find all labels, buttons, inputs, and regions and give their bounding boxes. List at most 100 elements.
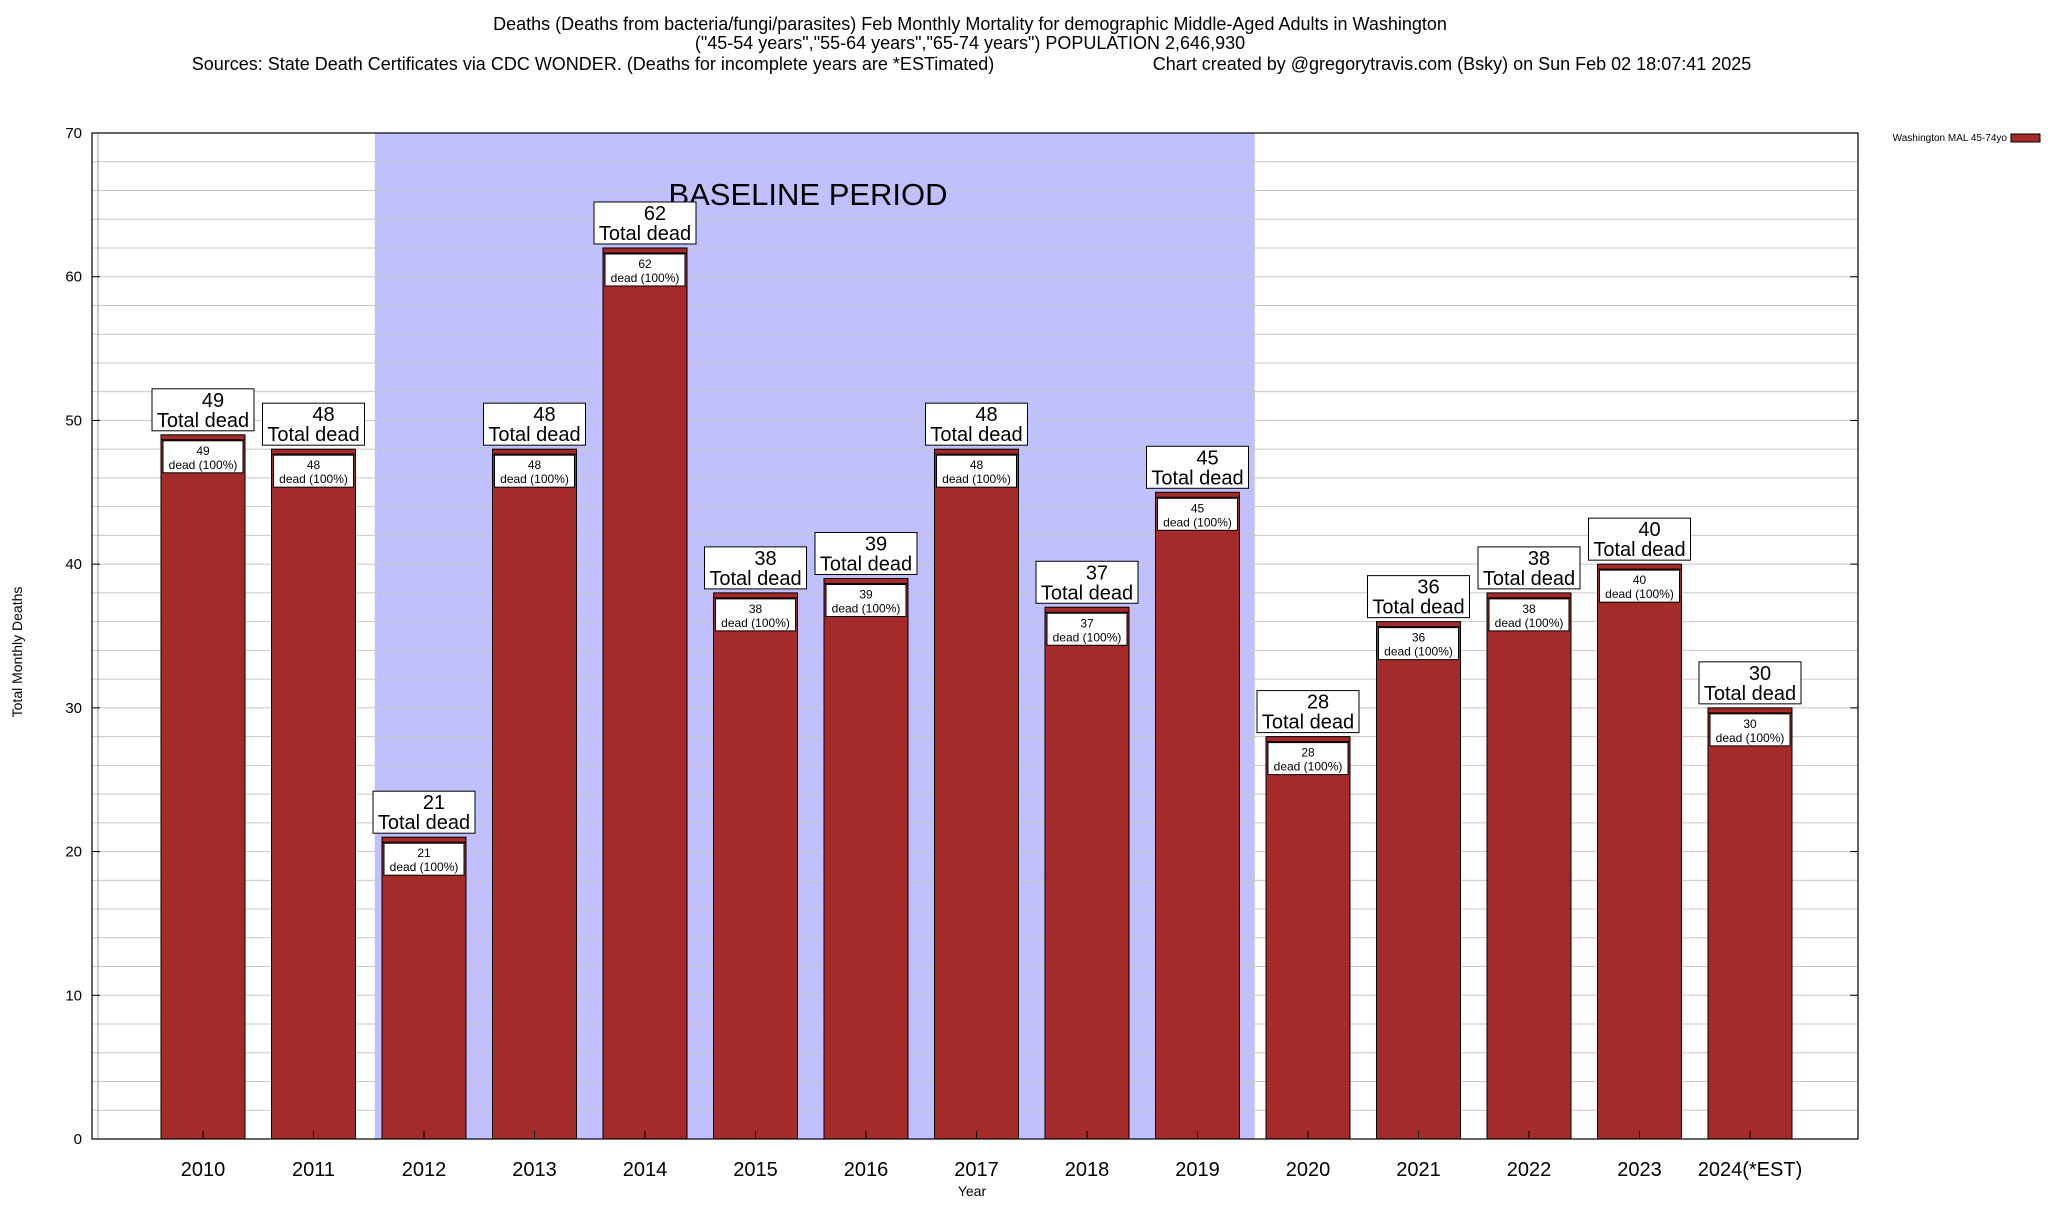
- inner-value-label: 21: [417, 846, 431, 860]
- inner-value-label: 38: [1522, 602, 1536, 616]
- top-value-label: 39: [865, 534, 887, 556]
- chart-credit: Chart created by @gregorytravis.com (Bsk…: [1153, 54, 1752, 74]
- x-tick-label: 2011: [292, 1159, 335, 1181]
- top-label-box: [1256, 690, 1360, 734]
- inner-label-box: [1267, 742, 1349, 776]
- baseline-period-label: BASELINE PERIOD: [668, 177, 947, 212]
- top-label-box: [814, 532, 918, 576]
- y-axis-label: Total Monthly Deaths: [9, 587, 25, 718]
- y-tick-label: 60: [65, 269, 82, 286]
- bar: [381, 836, 467, 1140]
- inner-label-box: [825, 584, 907, 618]
- y-tick-label: 50: [65, 412, 82, 429]
- inner-percent-label: dead (100%): [1163, 515, 1232, 529]
- inner-value-label: 30: [1743, 717, 1757, 731]
- inner-value-label: 49: [196, 444, 210, 458]
- bar: [160, 434, 246, 1140]
- top-total-label: Total dead: [267, 424, 359, 446]
- top-value-label: 48: [533, 404, 555, 426]
- y-tick-label: 40: [65, 556, 82, 573]
- top-label-box: [1588, 517, 1691, 561]
- top-total-label: Total dead: [1483, 568, 1575, 590]
- plot-frame: [91, 132, 1859, 1140]
- inner-percent-label: dead (100%): [169, 458, 238, 472]
- top-label-box: [483, 402, 586, 446]
- top-total-label: Total dead: [1151, 467, 1243, 489]
- inner-value-label: 62: [638, 257, 652, 271]
- bar: [492, 448, 577, 1140]
- top-value-label: 49: [202, 390, 224, 412]
- x-tick-label: 2018: [1065, 1159, 1110, 1181]
- chart-title-line-2: ("45-54 years","55-64 years","65-74 year…: [695, 33, 1245, 53]
- x-tick-label: 2024(*EST): [1698, 1159, 1803, 1181]
- top-total-label: Total dead: [820, 554, 912, 576]
- top-label-box: [1146, 445, 1249, 489]
- top-total-label: Total dead: [599, 223, 691, 245]
- inner-value-label: 38: [749, 602, 763, 616]
- y-tick-label: 20: [65, 844, 82, 861]
- top-label-box: [1477, 546, 1581, 590]
- x-tick-label: 2019: [1175, 1159, 1220, 1181]
- x-tick-label: 2016: [844, 1159, 889, 1181]
- top-label-box: [262, 402, 365, 446]
- top-label-box: [1698, 661, 1802, 705]
- inner-label-box: [494, 454, 575, 488]
- x-tick-label: 2020: [1286, 1159, 1331, 1181]
- y-tick-label: 0: [74, 1131, 82, 1148]
- top-total-label: Total dead: [157, 410, 249, 432]
- top-value-label: 62: [644, 203, 666, 225]
- inner-value-label: 48: [307, 458, 321, 472]
- inner-label-box: [715, 598, 796, 632]
- inner-label-box: [1599, 569, 1680, 603]
- inner-label-box: [1488, 598, 1570, 632]
- top-total-label: Total dead: [1262, 712, 1354, 734]
- inner-label-box: [1709, 713, 1791, 747]
- inner-label-box: [162, 440, 244, 474]
- top-total-label: Total dead: [1041, 582, 1133, 604]
- x-tick-label: 2014: [623, 1159, 668, 1181]
- x-tick-label: 2012: [402, 1159, 447, 1181]
- inner-percent-label: dead (100%): [1384, 645, 1453, 659]
- top-label-box: [704, 546, 807, 590]
- inner-percent-label: dead (100%): [1495, 616, 1564, 630]
- inner-percent-label: dead (100%): [832, 602, 901, 616]
- inner-value-label: 45: [1191, 501, 1205, 515]
- top-label-box: [925, 402, 1028, 446]
- inner-percent-label: dead (100%): [390, 860, 459, 874]
- x-tick-label: 2013: [512, 1159, 557, 1181]
- inner-value-label: 39: [859, 588, 873, 602]
- bar: [934, 448, 1019, 1140]
- inner-label-box: [273, 454, 354, 488]
- inner-label-box: [1378, 627, 1459, 661]
- top-total-label: Total dead: [930, 424, 1022, 446]
- bar: [271, 448, 356, 1140]
- inner-percent-label: dead (100%): [500, 472, 569, 486]
- top-total-label: Total dead: [1704, 683, 1796, 705]
- top-total-label: Total dead: [709, 568, 801, 590]
- x-tick-label: 2010: [181, 1159, 226, 1181]
- inner-percent-label: dead (100%): [1605, 587, 1674, 601]
- inner-percent-label: dead (100%): [721, 616, 790, 630]
- inner-value-label: 48: [970, 458, 984, 472]
- bar: [1155, 491, 1240, 1140]
- top-value-label: 38: [1528, 548, 1550, 570]
- bar: [1044, 606, 1130, 1140]
- top-value-label: 48: [312, 404, 334, 426]
- top-total-label: Total dead: [1593, 539, 1685, 561]
- inner-percent-label: dead (100%): [279, 472, 348, 486]
- inner-label-box: [1157, 497, 1238, 531]
- inner-percent-label: dead (100%): [1053, 630, 1122, 644]
- inner-value-label: 37: [1080, 616, 1094, 630]
- y-tick-label: 10: [65, 987, 82, 1004]
- bar: [602, 247, 688, 1140]
- bar: [1597, 563, 1682, 1140]
- legend-swatch: [2010, 133, 2041, 143]
- top-label-box: [1035, 560, 1139, 604]
- top-value-label: 45: [1196, 447, 1218, 469]
- inner-percent-label: dead (100%): [1274, 760, 1343, 774]
- top-value-label: 28: [1307, 692, 1329, 714]
- bar: [823, 578, 909, 1140]
- bar: [1265, 736, 1351, 1140]
